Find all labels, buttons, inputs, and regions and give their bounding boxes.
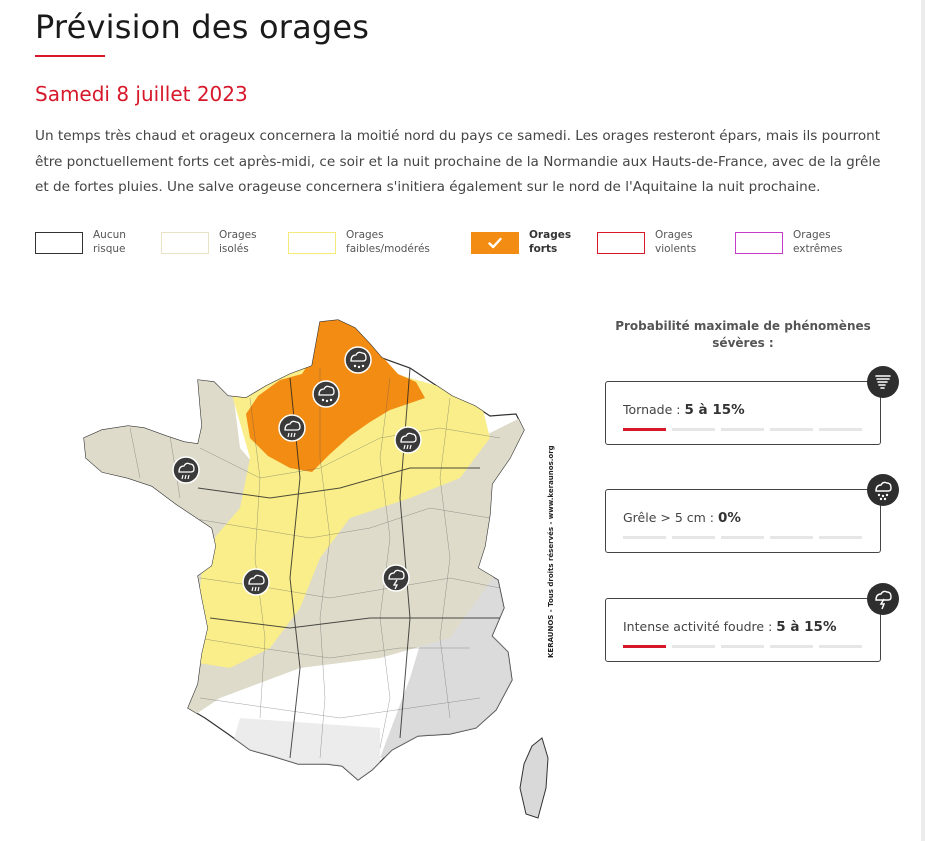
rain-storm-icon[interactable] — [278, 414, 306, 442]
risk-level-segment — [721, 645, 764, 648]
risk-label: Grêle > 5 cm : — [623, 510, 718, 525]
risk-level-segment — [770, 428, 813, 431]
legend-swatch — [35, 232, 83, 254]
france-risk-map[interactable] — [80, 318, 560, 838]
risk-level-segment — [819, 428, 862, 431]
legend-swatch — [288, 232, 336, 254]
risk-label: Intense activité foudre : — [623, 619, 777, 634]
page-right-border — [921, 0, 925, 841]
risk-level-bar — [623, 428, 862, 431]
risk-level-segment — [672, 428, 715, 431]
rain-storm-icon[interactable] — [172, 456, 200, 484]
legend-label: Orages extrêmes — [793, 229, 843, 255]
risk-level-segment — [770, 536, 813, 539]
risk-level-segment — [770, 645, 813, 648]
tornado-icon — [867, 366, 899, 398]
risk-level-segment — [721, 536, 764, 539]
legend-label: Orages violents — [655, 229, 697, 255]
rain-storm-icon[interactable] — [242, 568, 270, 596]
risk-level-segment — [623, 428, 666, 431]
legend-label: Aucun risque — [93, 229, 126, 255]
tornado-risk-text: Tornade : 5 à 15% — [623, 402, 745, 418]
legend-label: Orages forts — [529, 229, 572, 255]
risk-value: 5 à 15% — [684, 402, 745, 418]
legend-label: Orages faibles/modérés — [346, 229, 430, 255]
risk-level-segment — [672, 645, 715, 648]
risk-level-bar — [623, 645, 862, 648]
risk-level-segment — [672, 536, 715, 539]
risk-level-segment — [819, 645, 862, 648]
hail-risk-text: Grêle > 5 cm : 0% — [623, 510, 741, 526]
hail-storm-icon[interactable] — [312, 380, 340, 408]
lightning-storm-icon[interactable] — [382, 564, 410, 592]
relief-alps — [380, 558, 524, 758]
risk-level-segment — [721, 428, 764, 431]
risk-value: 0% — [717, 510, 741, 526]
hail-storm-icon[interactable] — [344, 346, 372, 374]
watermark-text: KERAUNOS - Tous droits réservés - www.ke… — [547, 445, 555, 658]
lightning-risk-card: Intense activité foudre : 5 à 15% — [605, 583, 899, 662]
rain-storm-icon[interactable] — [394, 426, 422, 454]
legend-label: Orages isolés — [219, 229, 257, 255]
risk-level-bar — [623, 536, 862, 539]
risk-value: 5 à 15% — [776, 619, 837, 635]
risk-level-segment — [623, 536, 666, 539]
forecast-description: Un temps très chaud et orageux concerner… — [35, 128, 881, 195]
risk-legend: Aucun risque Orages isolés Orages faible… — [35, 228, 895, 262]
forecast-date: Samedi 8 juillet 2023 — [35, 82, 248, 106]
legend-swatch — [471, 232, 519, 254]
lightning-risk-text: Intense activité foudre : 5 à 15% — [623, 619, 836, 635]
hail-risk-card: Grêle > 5 cm : 0% — [605, 474, 899, 553]
risk-level-segment — [819, 536, 862, 539]
legend-swatch — [597, 232, 645, 254]
page-title: Prévision des orages — [35, 8, 370, 46]
corsica — [519, 737, 549, 819]
relief-pyrenees — [220, 718, 380, 780]
check-icon — [488, 237, 502, 249]
risk-level-segment — [623, 645, 666, 648]
hail-icon — [867, 474, 899, 506]
tornado-risk-card: Tornade : 5 à 15% — [605, 366, 899, 445]
title-underline — [35, 55, 105, 57]
lightning-icon — [867, 583, 899, 615]
risk-label: Tornade : — [623, 402, 685, 417]
legend-swatch — [735, 232, 783, 254]
probabilities-title: Probabilité maximale de phénomènes sévèr… — [615, 319, 871, 350]
map-watermark: KERAUNOS - Tous droits réservés - www.ke… — [537, 445, 555, 658]
legend-swatch — [161, 232, 209, 254]
department-borders — [129, 368, 501, 759]
